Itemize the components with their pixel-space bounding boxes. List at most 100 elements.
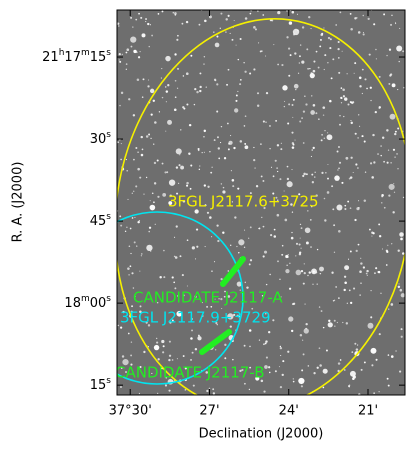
x-tick-label: 27' xyxy=(199,404,219,419)
star xyxy=(336,204,343,211)
star xyxy=(249,345,251,348)
star xyxy=(351,351,354,354)
star xyxy=(385,264,388,266)
star xyxy=(160,77,162,79)
star xyxy=(348,289,351,292)
star xyxy=(398,60,400,63)
star xyxy=(317,66,320,69)
star xyxy=(335,286,337,288)
star xyxy=(310,72,313,75)
star xyxy=(174,287,177,290)
star xyxy=(400,328,403,331)
star xyxy=(261,216,263,219)
star xyxy=(326,132,329,134)
star xyxy=(268,366,271,369)
star xyxy=(288,47,291,50)
star xyxy=(392,148,396,151)
star xyxy=(216,323,218,326)
star xyxy=(296,13,298,15)
star xyxy=(357,243,360,246)
star xyxy=(179,154,181,156)
star xyxy=(314,176,316,178)
star xyxy=(171,359,174,361)
star xyxy=(248,237,250,239)
star xyxy=(359,85,362,88)
star xyxy=(173,236,176,238)
annotation: CANDIDATE J2117-B xyxy=(115,364,265,382)
star xyxy=(262,255,265,258)
star xyxy=(393,191,396,193)
star xyxy=(285,268,290,274)
star xyxy=(331,271,334,274)
star xyxy=(145,176,148,179)
star xyxy=(310,246,312,248)
star xyxy=(275,119,277,122)
star xyxy=(383,206,386,209)
star xyxy=(262,180,265,182)
star xyxy=(380,145,382,147)
star xyxy=(174,203,177,205)
star xyxy=(129,227,132,230)
star xyxy=(274,159,277,162)
star xyxy=(390,23,393,26)
star xyxy=(394,156,396,158)
frame xyxy=(116,9,406,396)
star xyxy=(174,12,177,15)
star xyxy=(299,44,302,46)
star xyxy=(130,354,132,357)
star xyxy=(208,15,212,19)
star xyxy=(139,176,142,179)
star xyxy=(140,153,144,157)
star xyxy=(167,84,170,87)
star xyxy=(279,278,281,280)
star xyxy=(153,201,155,204)
star xyxy=(293,83,299,89)
star xyxy=(390,162,392,164)
star xyxy=(126,169,128,172)
star xyxy=(220,125,223,128)
star xyxy=(150,250,152,252)
star xyxy=(213,261,216,263)
star xyxy=(174,256,178,259)
star xyxy=(300,227,303,230)
star xyxy=(196,245,199,248)
star xyxy=(157,13,160,15)
annotation: 3FGL J2117.9+3729 xyxy=(120,309,271,327)
star xyxy=(192,384,195,387)
star xyxy=(341,181,344,184)
star xyxy=(301,117,303,119)
star xyxy=(366,269,369,273)
star xyxy=(322,106,326,109)
star xyxy=(174,53,177,56)
star xyxy=(392,211,395,214)
star xyxy=(281,373,284,377)
star xyxy=(184,388,187,391)
star xyxy=(140,16,143,19)
star xyxy=(272,175,275,178)
star xyxy=(265,91,269,95)
star xyxy=(133,158,135,161)
x-tick-label: 37°30' xyxy=(109,404,152,419)
star xyxy=(286,165,289,168)
star xyxy=(349,370,356,377)
star xyxy=(222,190,226,194)
star xyxy=(265,356,268,359)
star xyxy=(269,125,271,127)
star xyxy=(292,116,294,118)
star xyxy=(394,21,396,23)
star xyxy=(143,350,146,354)
star xyxy=(299,120,302,123)
star xyxy=(249,259,253,262)
star xyxy=(235,99,238,102)
star xyxy=(140,255,142,257)
star xyxy=(249,72,252,75)
star xyxy=(306,48,309,51)
star xyxy=(182,294,185,297)
star xyxy=(371,231,374,234)
star xyxy=(238,251,240,254)
star xyxy=(185,20,189,24)
star xyxy=(146,244,153,252)
star xyxy=(324,54,327,57)
star xyxy=(198,168,201,171)
star xyxy=(265,283,268,286)
